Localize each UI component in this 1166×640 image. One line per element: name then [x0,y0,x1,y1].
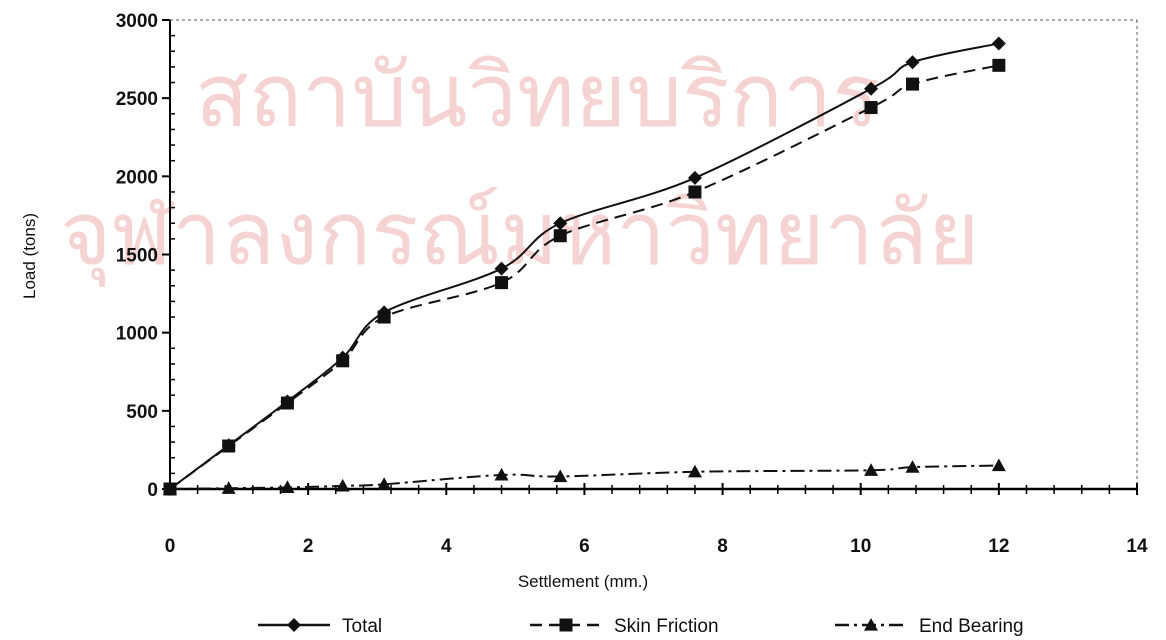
y-tick-label: 1000 [116,324,158,345]
data-point-total [553,216,568,231]
series-end-bearing [163,458,1006,495]
x-tick-label: 10 [850,536,871,557]
data-point-skin-friction [280,396,294,410]
data-point-skin-friction [222,439,236,453]
data-point-end-bearing [377,477,392,490]
y-tick-label: 2000 [116,167,158,188]
x-tick-label: 4 [441,536,452,557]
data-point-total [494,261,509,276]
data-point-total [905,55,920,70]
legend-item-end-bearing: End Bearing [835,616,1024,637]
legend-marker-total [287,618,301,632]
axes: 0 500 1000 1500 2000 2500 3000 0 2 4 6 8 10 12 14 [116,11,1148,557]
data-point-total [864,81,879,96]
data-point-end-bearing [280,480,295,494]
x-tick-label: 6 [579,536,590,557]
x-axis-title: Settlement (mm.) [518,572,648,591]
data-point-end-bearing [221,481,236,494]
y-tick-label: 3000 [116,11,158,32]
data-point-skin-friction [688,185,702,199]
x-tick-label: 12 [988,536,1009,557]
y-tick-label: 0 [147,480,158,501]
data-point-total [687,170,702,185]
data-point-skin-friction [864,101,878,115]
data-point-skin-friction [992,58,1006,72]
legend-label-end-bearing: End Bearing [919,616,1024,637]
legend-marker-end-bearing [864,618,878,631]
legend-marker-skin-friction [559,618,573,632]
legend: Total Skin Friction End Bearing [258,616,1024,637]
data-point-end-bearing [335,478,350,492]
legend-label-skin-friction: Skin Friction [614,616,719,637]
watermark: สถาบันวิทยบริการ จุฬาลงกรณ์มหาวิทยาลัย [60,44,980,287]
data-point-end-bearing [864,463,879,476]
data-point-end-bearing [905,460,920,473]
data-point-skin-friction [495,276,509,290]
x-tick-label: 2 [303,536,314,557]
data-point-skin-friction [906,77,920,91]
y-axis-title: Load (tons) [20,213,39,299]
x-tick-label: 0 [165,536,176,557]
data-point-end-bearing [991,458,1006,472]
data-point-end-bearing [553,469,568,483]
data-point-skin-friction [336,354,350,368]
data-point-skin-friction [377,310,391,324]
x-tick-label: 8 [717,536,728,557]
data-point-end-bearing [163,482,177,495]
legend-label-total: Total [342,616,382,637]
y-tick-label: 2500 [116,89,158,110]
data-point-end-bearing [687,464,702,478]
series-layer [163,36,1006,496]
legend-item-skin-friction: Skin Friction [530,616,719,637]
watermark-line-1: สถาบันวิทยบริการ [195,44,880,147]
data-point-end-bearing [494,467,509,481]
legend-item-total: Total [258,616,382,637]
y-tick-label: 1500 [116,246,158,267]
data-point-skin-friction [553,229,567,243]
data-point-total [991,36,1006,51]
x-tick-label: 14 [1126,536,1148,557]
y-tick-label: 500 [126,402,158,423]
